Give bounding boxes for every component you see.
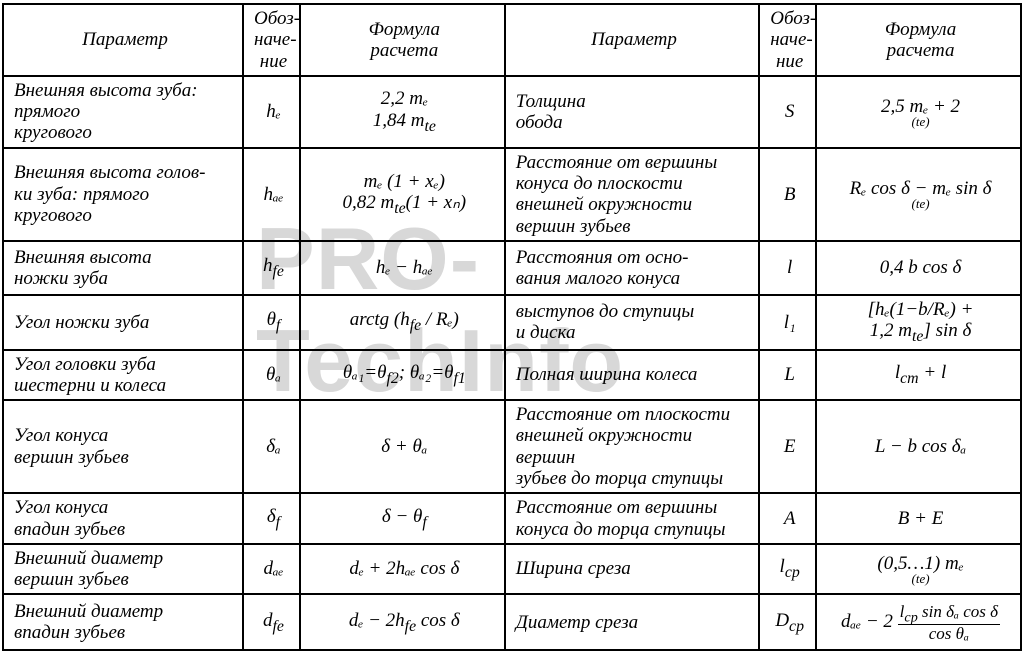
cell-sym2: l xyxy=(759,241,816,295)
cell-sym: hfe xyxy=(243,241,300,295)
table-row: Угол головки зубашестерни и колесаθₐθₐ₁=… xyxy=(3,350,1021,401)
cell-form2: dₐₑ − 2 lcp sin δₐ cos δcos θₐ xyxy=(816,594,1021,650)
cell-form: mₑ (1 + xₑ)0,82 mte(1 + xₙ) xyxy=(300,148,505,241)
cell-param: Внешняя высота голов-ки зуба: прямого кр… xyxy=(3,148,243,241)
cell-form: 2,2 mₑ1,84 mte xyxy=(300,76,505,148)
hdr-sym: Обоз-наче-ние xyxy=(243,4,300,76)
cell-sym2: l₁ xyxy=(759,295,816,350)
cell-sym: dfe xyxy=(243,594,300,650)
table-row: Угол конусавпадин зубьевδfδ − θfРасстоян… xyxy=(3,493,1021,544)
cell-form: hₑ − hₐₑ xyxy=(300,241,505,295)
cell-form: δ − θf xyxy=(300,493,505,544)
table-row: Внешний диаметрвершин зубьевdₐₑdₑ + 2hₐₑ… xyxy=(3,544,1021,595)
cell-param: Угол конусавершин зубьев xyxy=(3,400,243,493)
cell-form2: 2,5 mₑ + 2(te) xyxy=(816,76,1021,148)
cell-param2: Диаметр среза xyxy=(505,594,759,650)
cell-sym: θf xyxy=(243,295,300,350)
cell-sym: hₐₑ xyxy=(243,148,300,241)
hdr-form2: Формуларасчета xyxy=(816,4,1021,76)
cell-param2: Расстояние от вершиныконуса до плоскости… xyxy=(505,148,759,241)
cell-param: Внешний диаметрвершин зубьев xyxy=(3,544,243,595)
cell-sym2: S xyxy=(759,76,816,148)
cell-form: δ + θₐ xyxy=(300,400,505,493)
cell-form2: (0,5…1) mₑ(te) xyxy=(816,544,1021,595)
cell-form2: 0,4 b cos δ xyxy=(816,241,1021,295)
cell-form2: Rₑ cos δ − mₑ sin δ(te) xyxy=(816,148,1021,241)
cell-form: dₑ + 2hₐₑ cos δ xyxy=(300,544,505,595)
cell-form2: [hₑ(1−b/Rₑ) +1,2 mte] sin δ xyxy=(816,295,1021,350)
cell-form: arctg (hfe / Rₑ) xyxy=(300,295,505,350)
cell-sym2: E xyxy=(759,400,816,493)
hdr-param: Параметр xyxy=(3,4,243,76)
cell-sym2: Dcp xyxy=(759,594,816,650)
table-row: Внешняя высота голов-ки зуба: прямого кр… xyxy=(3,148,1021,241)
cell-param: Угол конусавпадин зубьев xyxy=(3,493,243,544)
cell-param2: выступов до ступицыи диска xyxy=(505,295,759,350)
cell-sym: θₐ xyxy=(243,350,300,401)
cell-sym2: A xyxy=(759,493,816,544)
table-header-row: Параметр Обоз-наче-ние Формуларасчета Па… xyxy=(3,4,1021,76)
cell-sym2: B xyxy=(759,148,816,241)
cell-param: Внешний диаметрвпадин зубьев xyxy=(3,594,243,650)
cell-param2: Полная ширина колеса xyxy=(505,350,759,401)
cell-param2: Расстояние от плоскостивнешней окружност… xyxy=(505,400,759,493)
table-row: Угол ножки зубаθfarctg (hfe / Rₑ)выступо… xyxy=(3,295,1021,350)
cell-sym: δf xyxy=(243,493,300,544)
cell-form2: L − b cos δₐ xyxy=(816,400,1021,493)
formula-table: Параметр Обоз-наче-ние Формуларасчета Па… xyxy=(2,3,1022,651)
table-row: Внешняя высота зуба:прямогокруговогоhₑ2,… xyxy=(3,76,1021,148)
cell-param: Внешняя высота зуба:прямогокругового xyxy=(3,76,243,148)
hdr-param2: Параметр xyxy=(505,4,759,76)
table-row: Внешний диаметрвпадин зубьевdfedₑ − 2hfe… xyxy=(3,594,1021,650)
cell-form: dₑ − 2hfe cos δ xyxy=(300,594,505,650)
cell-param: Внешняя высотаножки зуба xyxy=(3,241,243,295)
cell-sym: hₑ xyxy=(243,76,300,148)
cell-param2: Расстояния от осно-вания малого конуса xyxy=(505,241,759,295)
table-row: Угол конусавершин зубьевδₐδ + θₐРасстоян… xyxy=(3,400,1021,493)
cell-sym2: lcp xyxy=(759,544,816,595)
cell-sym2: L xyxy=(759,350,816,401)
table-body: Внешняя высота зуба:прямогокруговогоhₑ2,… xyxy=(3,76,1021,651)
cell-sym: dₐₑ xyxy=(243,544,300,595)
cell-param2: Расстояние от вершиныконуса до торца сту… xyxy=(505,493,759,544)
cell-param: Угол головки зубашестерни и колеса xyxy=(3,350,243,401)
cell-param2: Толщинаобода xyxy=(505,76,759,148)
cell-form2: B + E xyxy=(816,493,1021,544)
cell-sym: δₐ xyxy=(243,400,300,493)
cell-form: θₐ₁=θf2; θₐ₂=θf1 xyxy=(300,350,505,401)
cell-param2: Ширина среза xyxy=(505,544,759,595)
cell-param: Угол ножки зуба xyxy=(3,295,243,350)
hdr-sym2: Обоз-наче-ние xyxy=(759,4,816,76)
cell-form2: lcm + l xyxy=(816,350,1021,401)
hdr-form: Формуларасчета xyxy=(300,4,505,76)
table-row: Внешняя высотаножки зубаhfehₑ − hₐₑРасст… xyxy=(3,241,1021,295)
